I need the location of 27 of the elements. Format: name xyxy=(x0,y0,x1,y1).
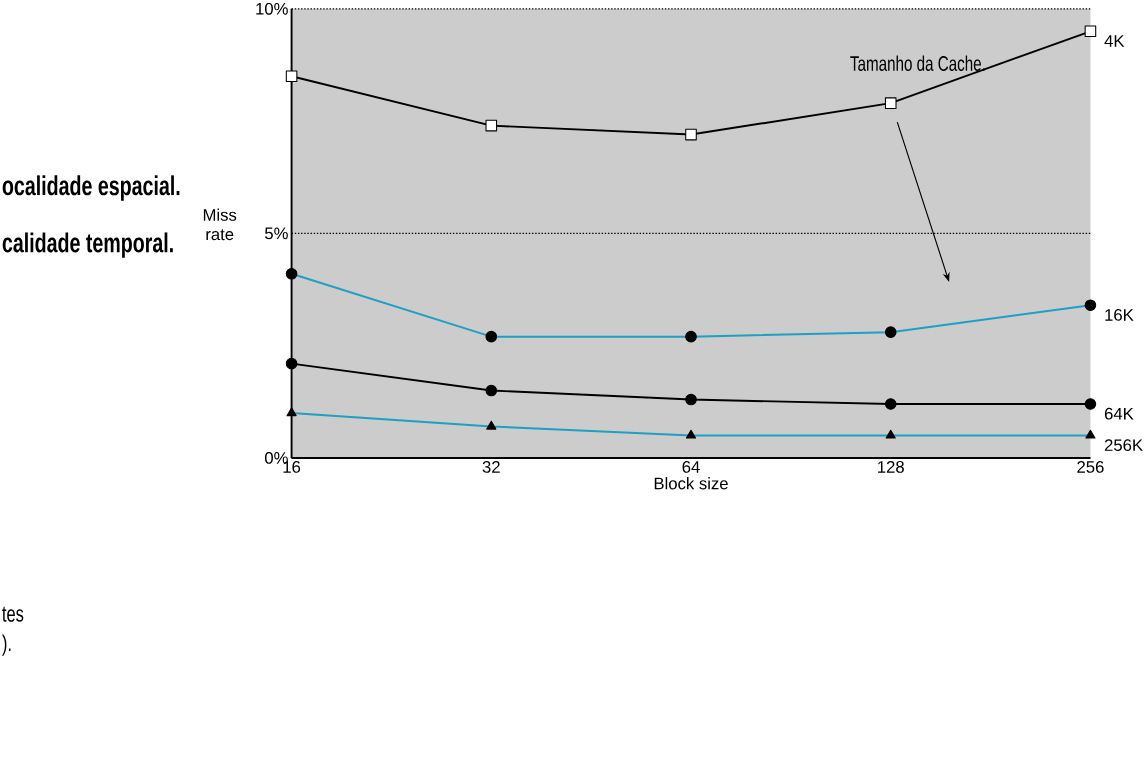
series-label: 16K xyxy=(1105,308,1134,321)
series-label: 256K xyxy=(1104,439,1143,451)
point xyxy=(485,119,498,132)
point xyxy=(485,384,498,397)
x-tick-label: 256 xyxy=(1077,460,1104,473)
x-tick-label: 32 xyxy=(482,460,500,473)
point xyxy=(285,70,298,82)
text: tes xyxy=(2,606,24,622)
text: ocalidade espacial. xyxy=(2,175,180,201)
y-axis-title: Miss rate xyxy=(203,208,237,241)
x-tick-label: 128 xyxy=(878,460,904,473)
point xyxy=(285,357,298,370)
point xyxy=(685,393,697,406)
y-tick-label: 5% xyxy=(265,227,288,240)
point xyxy=(685,128,697,141)
x-axis-title: Block size xyxy=(654,476,728,490)
x-tick-label: 64 xyxy=(682,460,700,473)
series-label: 64K xyxy=(1104,407,1134,420)
y-tick-label: 10% xyxy=(256,2,288,15)
point xyxy=(1084,25,1097,37)
series-label: 4K xyxy=(1104,35,1125,47)
point xyxy=(884,97,897,109)
point xyxy=(884,398,897,410)
text: ). xyxy=(2,634,11,656)
annotation: Tamanho da Cache. xyxy=(850,55,985,71)
text: calidade temporal. xyxy=(2,232,173,258)
point xyxy=(1084,398,1097,410)
